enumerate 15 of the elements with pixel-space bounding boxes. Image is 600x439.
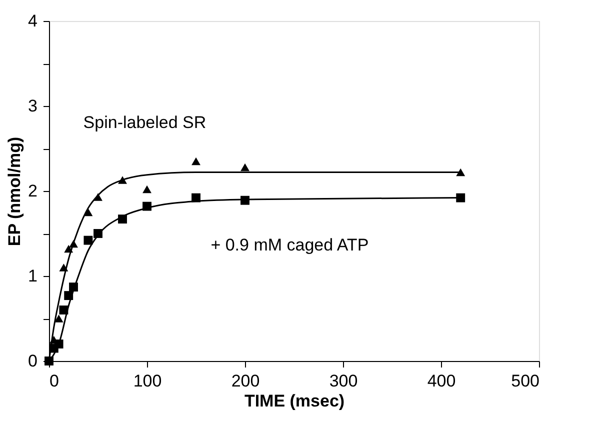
y-tick-label: 4 — [28, 12, 38, 30]
x-tick-label: 300 — [329, 372, 358, 390]
x-tick-label: 500 — [511, 372, 540, 390]
x-tick-label: 0 — [50, 372, 59, 390]
y-axis-title: EP (nmol/mg) — [5, 136, 24, 246]
y-tick-label: 0 — [28, 352, 38, 370]
y-tick-label: 1 — [28, 266, 38, 286]
x-tick-label: 100 — [133, 372, 162, 390]
y-tick-label: 3 — [28, 96, 38, 116]
x-tick-label: 200 — [231, 372, 260, 390]
text: + 0.9 mM caged ATP — [210, 235, 369, 254]
y-tick-label: 2 — [28, 182, 38, 200]
series-label: Spin-labeled SR — [83, 113, 206, 132]
x-axis-title: TIME (msec) — [244, 392, 345, 410]
x-tick-label: 400 — [427, 372, 456, 390]
